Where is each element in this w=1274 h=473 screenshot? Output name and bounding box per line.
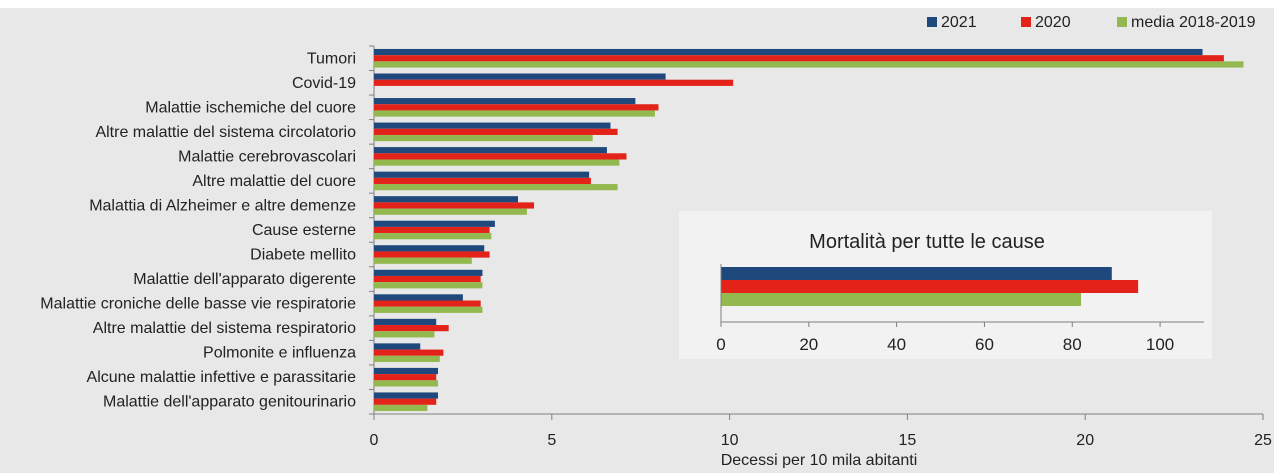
category-label: Altre malattie del sistema circolatorio: [95, 124, 356, 141]
bar-2021: [374, 220, 495, 227]
x-axis-title: Decessi per 10 mila abitanti: [721, 452, 918, 468]
main-bar-chart: Tumori Covid-19 Malattie ischemiche del cu…: [40, 45, 1272, 469]
category-label: Malattie croniche delle basse vie respir…: [40, 296, 356, 313]
bar-2020: [374, 251, 490, 258]
bar-media: [374, 380, 439, 387]
category-label: Alcune malattie infettive e parassitarie: [87, 369, 357, 386]
bar-2020: [374, 104, 659, 111]
bar-media: [374, 306, 483, 313]
bar-2020: [374, 202, 535, 209]
x-tick-label: 0: [370, 432, 379, 449]
inset-x-tick-label: 60: [975, 335, 994, 354]
x-tick-label: 15: [899, 432, 917, 449]
legend-label-2: media 2018-2019: [1131, 14, 1256, 31]
inset-bar-media: [721, 293, 1082, 306]
x-tick-label: 5: [547, 432, 556, 449]
category-label: Cause esterne: [252, 222, 356, 239]
bar-2020: [374, 349, 444, 356]
bar-2021: [374, 294, 463, 301]
legend-swatch-0: [927, 17, 937, 27]
legend-swatch-1: [1021, 17, 1031, 27]
bar-2021: [374, 147, 607, 154]
x-tick-label: 10: [721, 432, 739, 449]
bar-2021: [374, 171, 590, 178]
bar-2021: [374, 122, 611, 129]
bar-media: [374, 282, 483, 289]
bar-2020: [374, 128, 618, 135]
bar-2021: [374, 367, 439, 375]
category-label: Tumori: [307, 50, 356, 67]
category-label: Malattie dell'apparato genitourinario: [103, 394, 356, 411]
bar-2021: [374, 73, 666, 80]
bar-media: [374, 134, 593, 142]
category-label: Covid-19: [292, 75, 356, 92]
category-label: Malattie ischemiche del cuore: [145, 99, 356, 116]
inset-x-tick-label: 80: [1063, 335, 1082, 354]
x-tick-label: 25: [1254, 432, 1272, 449]
inset-bar-2021: [721, 267, 1112, 280]
bar-2021: [374, 269, 483, 276]
bar-media: [374, 233, 492, 240]
category-label: Polmonite e influenza: [203, 345, 356, 362]
category-label: Malattie dell'apparato digerente: [133, 271, 356, 288]
inset-bar-2020: [721, 280, 1139, 293]
bar-media: [374, 208, 527, 215]
bar-2021: [374, 318, 437, 326]
legend: 2021 2020 media 2018-2019: [927, 14, 1256, 31]
bar-media: [374, 355, 440, 362]
bar-2021: [374, 245, 485, 252]
bar-2021: [374, 392, 439, 399]
bar-media: [374, 257, 472, 264]
category-label: Altre malattie del cuore: [192, 173, 356, 190]
inset-x-tick-label: 20: [799, 335, 818, 354]
bar-2020: [374, 226, 490, 234]
bar-2020: [374, 374, 437, 381]
bar-2021: [374, 98, 636, 105]
bar-2020: [374, 55, 1224, 62]
bar-2020: [374, 79, 734, 86]
bar-media: [374, 61, 1244, 68]
bar-2020: [374, 325, 449, 332]
category-label: Malattia di Alzheimer e altre demenze: [89, 197, 356, 214]
inset-x-tick-label: 0: [716, 335, 725, 354]
inset-all-causes-chart: Mortalità per tutte le cause 0 20 40 60 80 100: [679, 211, 1212, 359]
bar-2021: [374, 196, 519, 203]
bar-media: [374, 404, 428, 412]
inset-title: Mortalità per tutte le cause: [809, 231, 1045, 253]
x-tick-label: 20: [1076, 432, 1094, 449]
inset-x-tick-label: 40: [887, 335, 906, 354]
legend-label-0: 2021: [941, 14, 977, 31]
legend-label-1: 2020: [1035, 14, 1071, 31]
bar-media: [374, 331, 435, 338]
bar-media: [374, 184, 618, 191]
category-label: Malattie cerebrovascolari: [178, 148, 356, 165]
bar-2020: [374, 300, 481, 307]
bar-2021: [374, 343, 421, 350]
category-label: Diabete mellito: [250, 247, 356, 264]
bar-media: [374, 110, 655, 117]
inset-x-tick-label: 100: [1146, 335, 1174, 354]
top-border: [0, 0, 1274, 8]
bar-media: [374, 159, 620, 166]
bar-2020: [374, 398, 437, 405]
bar-2020: [374, 177, 591, 185]
category-label: Altre malattie del sistema respiratorio: [93, 320, 356, 337]
legend-swatch-2: [1117, 17, 1127, 27]
bar-2020: [374, 275, 481, 283]
bar-2020: [374, 153, 627, 160]
bar-2021: [374, 48, 1203, 56]
